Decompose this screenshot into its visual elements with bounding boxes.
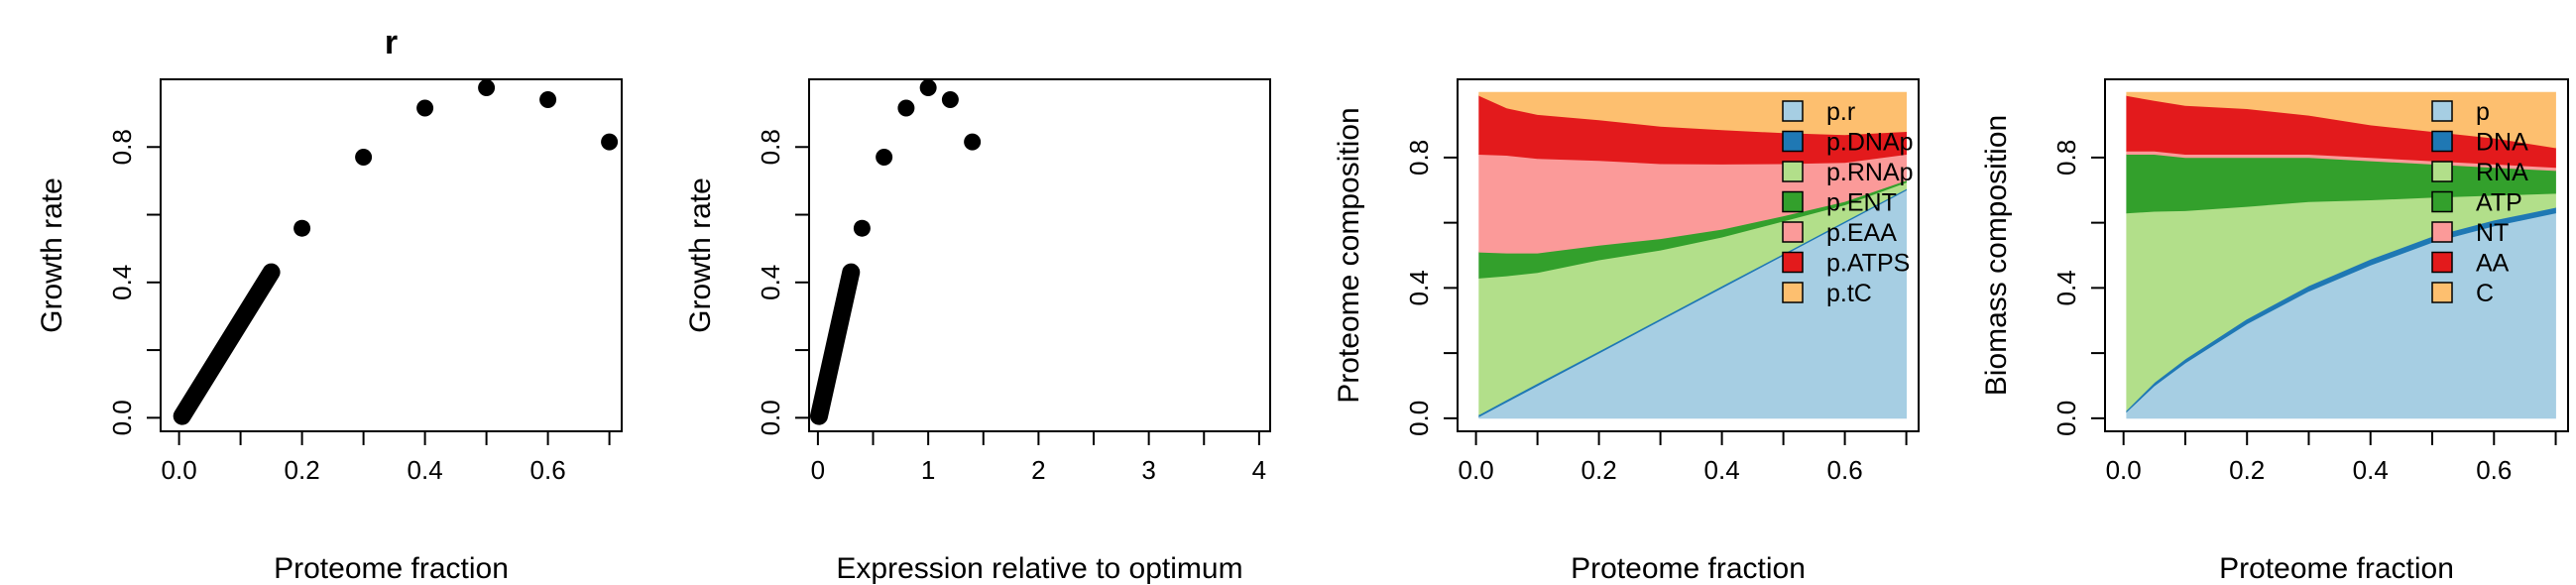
legend-label: p.ATPS [1826,250,1910,278]
y-axis-label: Growth rate [684,177,717,333]
x-tick-label: 0.6 [530,455,566,485]
data-point [897,99,915,117]
legend-label: p.r [1826,98,1855,126]
plot-frame [808,78,1271,432]
legend-swatch [2431,251,2453,274]
x-tick-label: 0.2 [2229,455,2265,485]
chart-panel-3: 0.0 0.2 0.4 0.6 0.0 0.4 0.8 Proteome fraction Pr… [1333,78,1920,585]
y-tick-label: 0.0 [1404,401,1434,436]
x-tick-label: 4 [1252,455,1266,485]
legend-label: p.ENT [1826,189,1897,217]
data-point [416,99,434,117]
legend-swatch [1782,221,1804,243]
data-point [293,219,311,237]
x-tick-label: 0.2 [285,455,320,485]
y-tick-label: 0.0 [756,400,785,435]
legend-swatch [1782,190,1804,213]
y-tick-label: 0.4 [756,265,785,300]
legend-label: p.EAA [1826,219,1897,247]
y-tick-label: 0.8 [2051,140,2081,176]
legend-swatch [1782,161,1804,182]
data-point [964,133,982,151]
dense-point-band [810,263,861,425]
data-point [919,79,937,97]
chart-panel-4: 0.0 0.2 0.4 0.6 0.0 0.4 0.8 Proteome fraction Bi… [1980,78,2569,585]
x-tick-label: 0.4 [408,455,443,485]
x-tick-label: 0.2 [1581,455,1617,485]
legend-swatch [2431,190,2453,213]
legend-swatch [1782,100,1804,122]
data-point [355,149,373,167]
legend-swatch [1782,282,1804,303]
y-tick-label: 0.8 [756,129,785,165]
legend-swatch [1782,130,1804,153]
x-axis-label: Expression relative to optimum [836,552,1242,585]
legend-swatch [2431,282,2453,303]
y-tick-label: 0.8 [107,129,137,165]
x-tick-label: 0.0 [1459,455,1494,485]
y-tick-label: 0.4 [2051,270,2081,305]
data-point [853,219,871,237]
legend-label: AA [2476,250,2510,278]
x-tick-label: 0.4 [1704,455,1740,485]
y-axis-label: Growth rate [36,177,68,333]
data-point [941,90,959,108]
x-axis-label: Proteome fraction [2219,552,2454,585]
x-tick-label: 3 [1141,455,1155,485]
legend-label: NT [2476,219,2509,247]
y-tick-label: 0.0 [2051,401,2081,436]
x-tick-label: 0.6 [2476,455,2512,485]
legend-label: p [2476,98,2490,126]
legend-label: p.RNAp [1826,159,1914,186]
legend-label: p.tC [1826,280,1872,307]
x-axis-label: Proteome fraction [274,552,509,585]
x-tick-label: 1 [921,455,935,485]
legend-swatch [2431,100,2453,122]
legend-swatch [2431,161,2453,182]
y-tick-label: 0.0 [107,400,137,435]
x-tick-label: 0.6 [1827,455,1863,485]
chart-title: r [385,24,398,61]
plot-frame [160,78,623,432]
chart-panel-2: 0 1 2 3 4 0.0 0.4 0.8 Expression relative to opt… [684,78,1271,585]
data-point [601,133,619,151]
dense-point-band [173,263,281,425]
x-tick-label: 0.0 [2106,455,2142,485]
y-tick-label: 0.4 [1404,270,1434,305]
data-point [876,149,893,167]
legend-label: DNA [2476,129,2528,157]
legend-swatch [2431,130,2453,153]
legend-swatch [1782,251,1804,274]
legend-label: RNA [2476,159,2528,186]
x-tick-label: 0.4 [2353,455,2389,485]
chart-panel-1: 0.0 0.2 0.4 0.6 0.0 0.4 0.8 Proteome fraction Gr… [36,24,623,585]
legend-label: ATP [2476,189,2522,217]
plot-frame [2104,78,2569,432]
y-axis-label: Biomass composition [1980,115,2013,396]
x-tick-label: 0 [811,455,825,485]
y-axis-label: Proteome composition [1333,107,1365,403]
y-tick-label: 0.4 [107,265,137,300]
legend-label: C [2476,280,2494,307]
x-tick-label: 2 [1031,455,1045,485]
data-point [478,79,496,97]
x-axis-label: Proteome fraction [1571,552,1806,585]
legend-swatch [2431,221,2453,243]
data-point [539,90,557,108]
plot-frame [1457,78,1920,432]
legend-label: p.DNAp [1826,129,1914,157]
x-tick-label: 0.0 [162,455,197,485]
y-tick-label: 0.8 [1404,140,1434,176]
